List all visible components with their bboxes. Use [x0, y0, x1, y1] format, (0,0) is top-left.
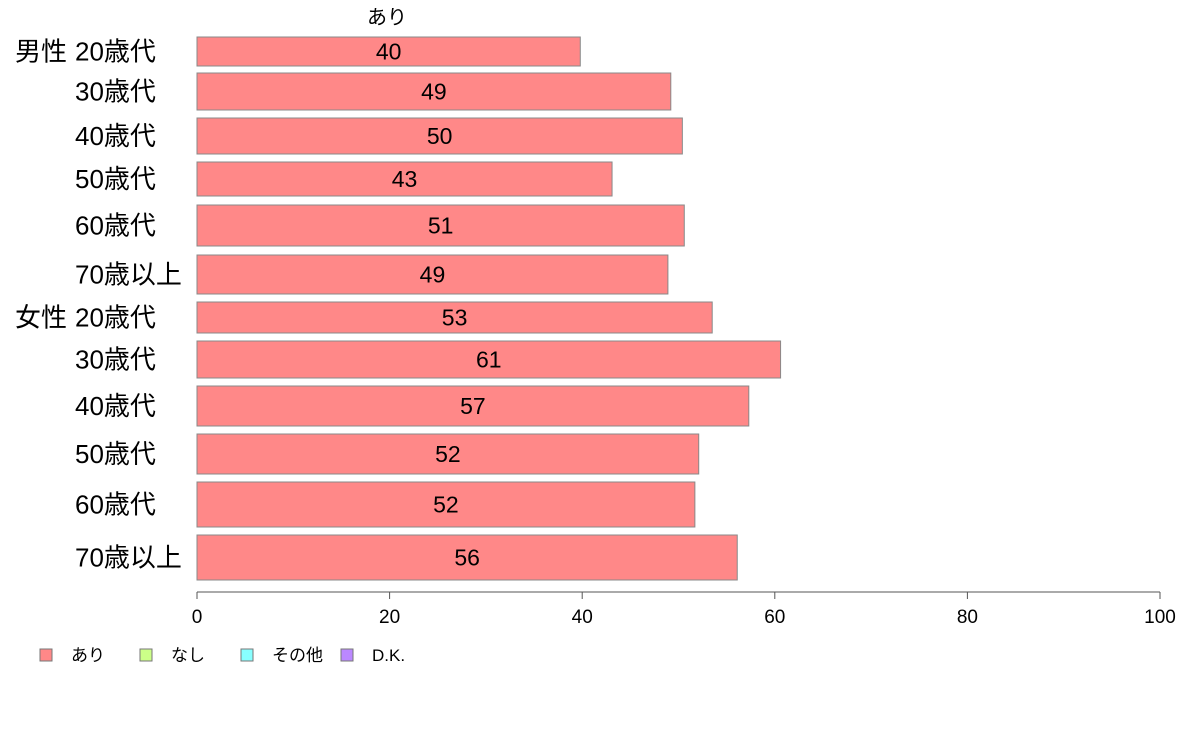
- bar: [196, 301, 713, 334]
- x-tick-label: 0: [192, 607, 203, 628]
- legend: あり なし その他 D.K.: [39, 646, 405, 665]
- legend-label: あり: [71, 646, 105, 665]
- legend-swatch: [39, 648, 53, 662]
- category-label: 60歳代: [75, 211, 156, 241]
- bar: [196, 254, 669, 295]
- bar-value-label: 61: [476, 347, 502, 373]
- x-tick-label: 100: [1144, 607, 1176, 628]
- category-label: 40歳代: [75, 391, 156, 421]
- bar: [196, 481, 696, 528]
- group-label: 女性: [15, 303, 67, 333]
- bar-value-label: 57: [460, 393, 486, 419]
- bar: [196, 340, 782, 379]
- bar: [196, 117, 683, 155]
- category-label: 50歳代: [75, 164, 156, 194]
- x-axis: 0 20 40 60 80 100: [192, 591, 1176, 628]
- bar-value-label: 53: [442, 305, 468, 331]
- bar-value-label: 43: [392, 166, 418, 192]
- legend-swatch: [240, 648, 254, 662]
- bar: [196, 72, 672, 111]
- x-tick-label: 80: [957, 607, 978, 628]
- bar-value-label: 50: [427, 123, 453, 149]
- bar-value-label: 52: [435, 441, 461, 467]
- category-label: 20歳代: [75, 303, 156, 333]
- bar-value-label: 56: [454, 545, 480, 571]
- series-title: あり: [367, 7, 407, 29]
- category-label: 70歳以上: [75, 260, 182, 290]
- group-label: 男性: [15, 37, 67, 67]
- bar-value-label: 40: [376, 39, 402, 65]
- bar: [196, 433, 700, 475]
- bar: [196, 385, 750, 427]
- category-label: 30歳代: [75, 345, 156, 375]
- bars-group: 4020歳代男性4930歳代5040歳代4350歳代5160歳代4970歳以上5…: [15, 36, 782, 581]
- bar: [196, 534, 738, 581]
- legend-label: D.K.: [372, 646, 405, 665]
- category-label: 40歳代: [75, 121, 156, 151]
- x-tick-label: 20: [379, 607, 400, 628]
- legend-label: なし: [171, 646, 205, 665]
- category-label: 70歳以上: [75, 543, 182, 573]
- bar-value-label: 52: [433, 492, 459, 518]
- category-label: 60歳代: [75, 490, 156, 520]
- category-label: 20歳代: [75, 37, 156, 67]
- legend-label: その他: [272, 646, 323, 665]
- bar: [196, 204, 685, 247]
- legend-swatch: [340, 648, 354, 662]
- bar-value-label: 49: [420, 262, 446, 288]
- category-label: 50歳代: [75, 439, 156, 469]
- bar: [196, 161, 613, 197]
- category-label: 30歳代: [75, 77, 156, 107]
- x-tick-label: 60: [764, 607, 785, 628]
- legend-swatch: [139, 648, 153, 662]
- bar-value-label: 51: [428, 213, 454, 239]
- bar: [196, 36, 581, 67]
- bar-value-label: 49: [421, 79, 447, 105]
- x-tick-label: 40: [572, 607, 593, 628]
